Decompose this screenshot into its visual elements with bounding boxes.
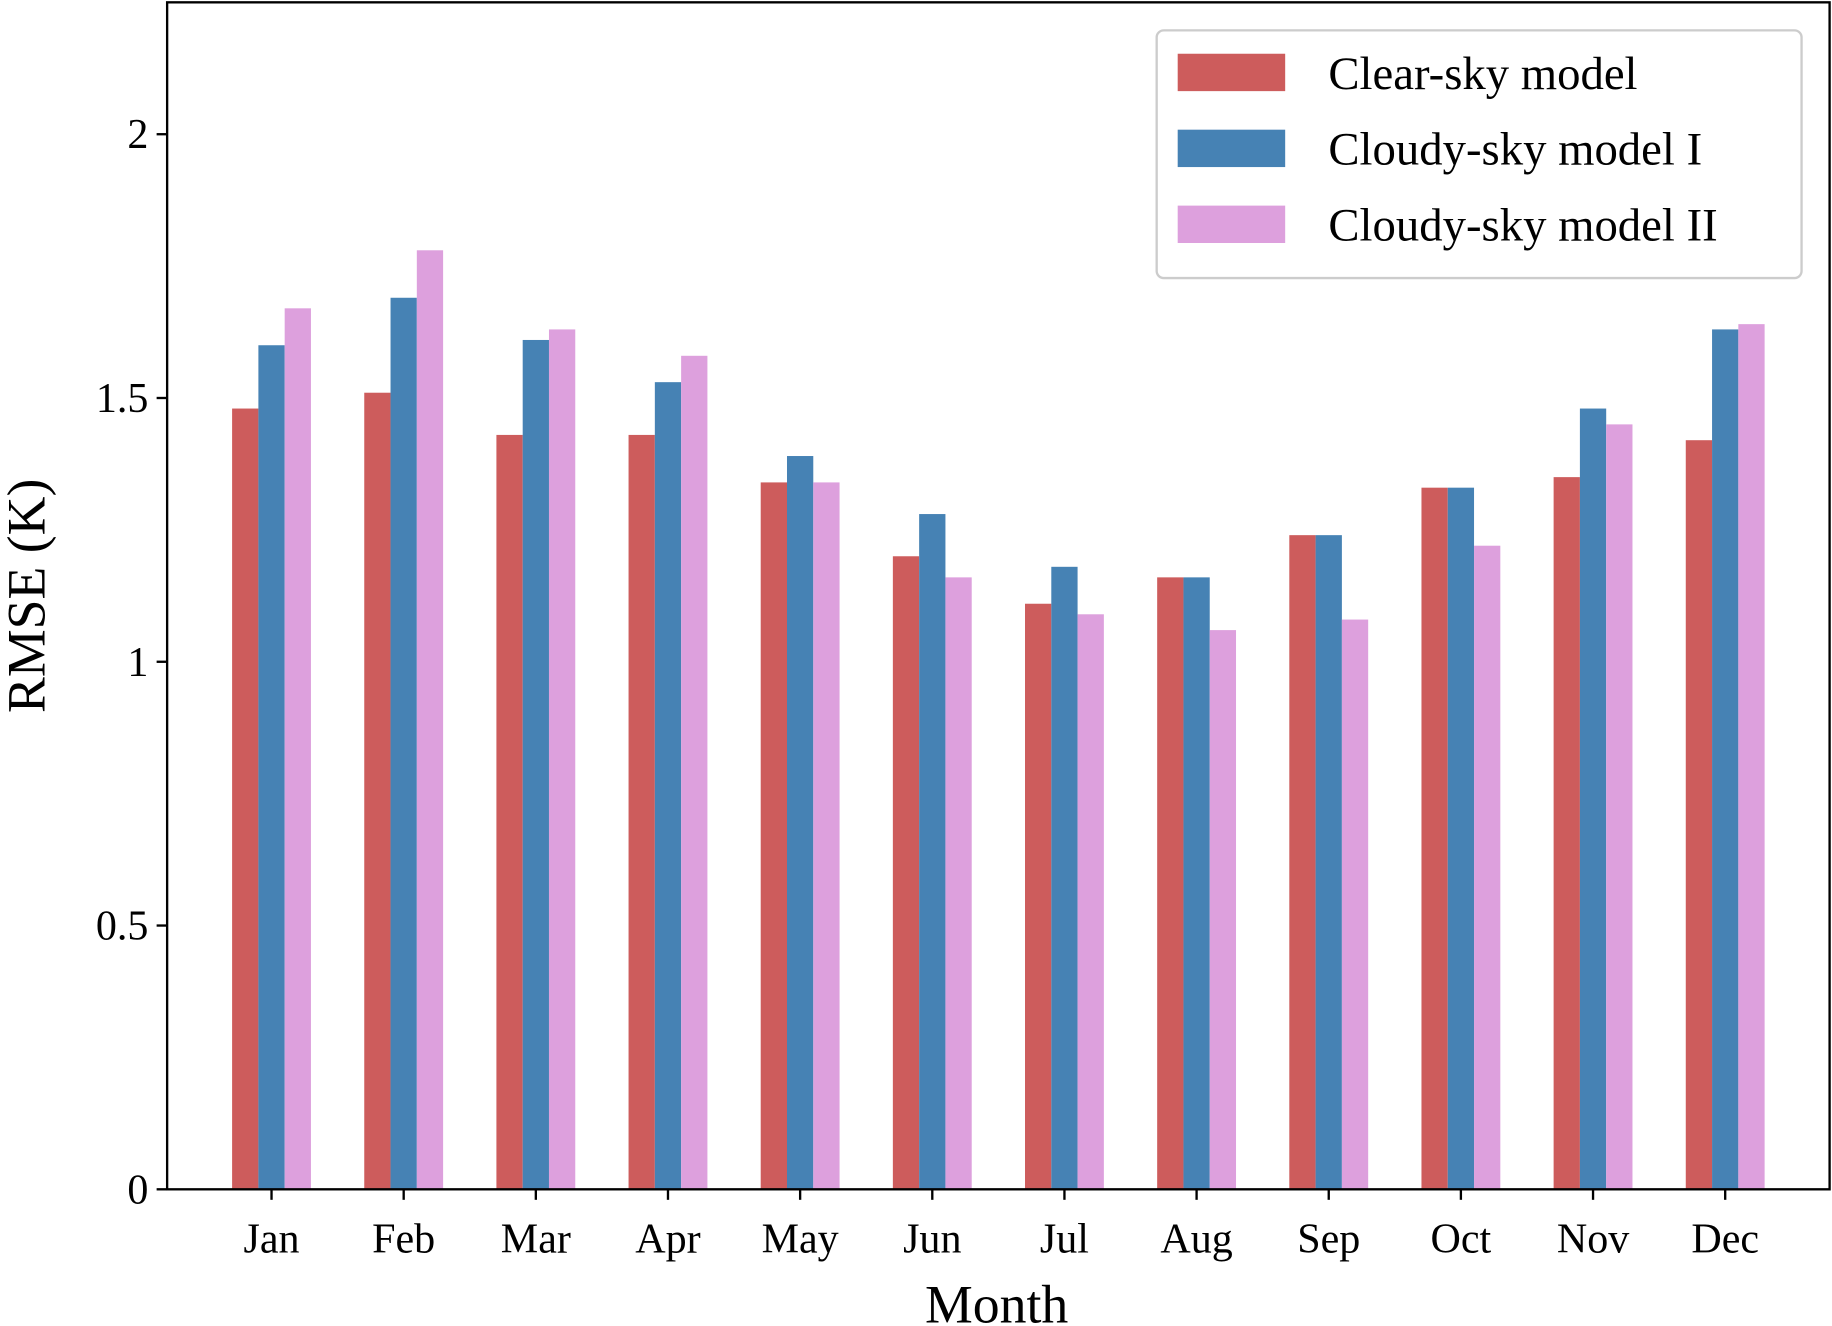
x-tick-label: Apr	[635, 1216, 700, 1262]
x-tick-label: Oct	[1431, 1216, 1492, 1262]
legend-box	[1155, 29, 1803, 280]
x-tick-label: Dec	[1691, 1216, 1759, 1262]
bar	[1606, 424, 1633, 1190]
y-tick-label: 1.5	[96, 376, 149, 422]
y-tick-label: 0.5	[96, 904, 149, 950]
bar	[1579, 408, 1607, 1190]
x-tick-label: Aug	[1160, 1216, 1232, 1262]
legend-swatch	[1177, 205, 1286, 244]
y-tick-label: 2	[127, 112, 148, 158]
bar	[390, 297, 417, 1190]
bar	[1738, 324, 1765, 1190]
x-tick-label: Jun	[903, 1216, 961, 1262]
x-tick-label: Jan	[243, 1216, 299, 1262]
bar	[1077, 614, 1104, 1190]
bar	[1712, 329, 1739, 1190]
bar	[681, 355, 708, 1190]
x-tick-label: May	[762, 1216, 839, 1262]
bar	[892, 556, 920, 1190]
bar	[1183, 577, 1210, 1190]
bar	[364, 392, 391, 1190]
bar	[548, 329, 576, 1190]
y-axis-label: RMSE (K)	[0, 479, 56, 713]
bar	[919, 514, 946, 1190]
y-tick-label: 1	[127, 640, 148, 686]
y-tick-label: 0	[127, 1167, 148, 1213]
bar	[1209, 630, 1237, 1190]
bar	[1341, 619, 1369, 1190]
legend-swatch	[1177, 53, 1286, 92]
bar	[416, 250, 444, 1190]
bar	[232, 408, 259, 1190]
legend-label: Cloudy-sky model II	[1328, 200, 1717, 252]
bar	[1289, 535, 1316, 1190]
bar	[654, 382, 682, 1190]
x-tick-label: Feb	[372, 1216, 435, 1262]
bar	[1421, 487, 1448, 1190]
bar	[628, 434, 655, 1190]
bar	[1157, 577, 1184, 1190]
bar	[945, 577, 972, 1190]
bar	[522, 339, 549, 1190]
bar	[813, 482, 840, 1190]
x-tick-label: Jul	[1040, 1216, 1089, 1262]
x-tick-label: Nov	[1557, 1216, 1630, 1262]
bar	[760, 482, 787, 1190]
bar	[1051, 566, 1078, 1190]
plot-frame	[165, 1, 1831, 1191]
bar	[1315, 535, 1342, 1190]
bar	[1553, 477, 1580, 1190]
bar	[1474, 545, 1501, 1190]
bar	[258, 345, 285, 1190]
x-tick-label: Mar	[501, 1216, 571, 1262]
x-axis-label: Month	[925, 1274, 1068, 1326]
legend-label: Cloudy-sky model I	[1328, 124, 1702, 176]
x-tick-label: Sep	[1297, 1216, 1360, 1262]
bar	[1685, 440, 1713, 1190]
bar	[786, 456, 814, 1190]
legend-label: Clear-sky model	[1328, 48, 1637, 100]
bar	[496, 434, 523, 1190]
bar	[1025, 603, 1052, 1190]
bar	[284, 308, 311, 1190]
legend-swatch	[1177, 129, 1286, 168]
bar	[1447, 487, 1475, 1190]
